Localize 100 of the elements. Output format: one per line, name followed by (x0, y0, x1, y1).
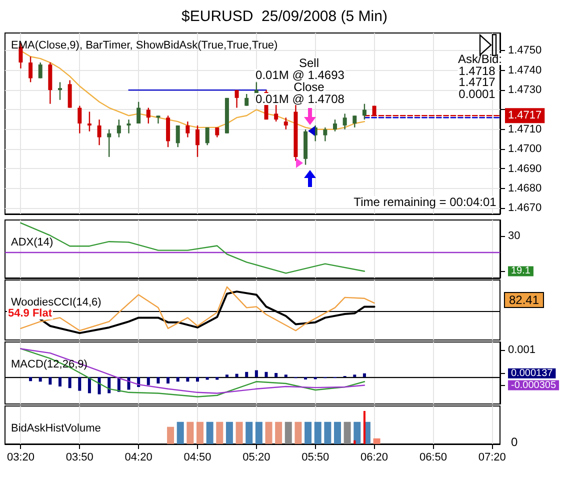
annotation: Close (292, 80, 326, 94)
candlestick (284, 117, 288, 130)
y-tick-label: 0.001 (508, 344, 536, 356)
text: WoodiesCCI(14,6) (11, 296, 102, 308)
x-tick-label: 04:20 (124, 452, 152, 464)
candlestick (196, 124, 200, 158)
y-tick-label: 19.1 (511, 266, 531, 277)
bar (196, 377, 199, 382)
y-tick-label: 1.4700 (508, 143, 542, 156)
bar (176, 377, 180, 382)
annotation: Ask/Bid: (456, 52, 504, 66)
bar (186, 422, 194, 444)
bar (216, 377, 219, 380)
bar (235, 374, 238, 378)
bar (284, 374, 288, 378)
bar (354, 440, 356, 444)
candlestick (186, 120, 190, 138)
annotation: Sell (298, 56, 320, 70)
text: 82.41 (504, 292, 544, 308)
candlestick (116, 118, 121, 138)
y-tick-label: 0.000137 (511, 368, 554, 379)
bar (245, 372, 248, 378)
y-tick-label: 1.4710 (508, 123, 542, 136)
candlestick (176, 124, 180, 148)
y-tick-label: 1.4750 (508, 44, 542, 57)
bar (354, 422, 361, 444)
candlestick (58, 82, 62, 100)
bar (48, 377, 52, 385)
candlestick (68, 80, 72, 108)
bar (274, 373, 278, 378)
candlestick (244, 93, 249, 106)
y-tick-label: -0.000305 (511, 380, 556, 391)
text: ADX(14) (11, 236, 54, 248)
x-tick-label: 06:50 (419, 452, 447, 464)
x-tick-label: 04:50 (184, 452, 212, 464)
candlestick (274, 103, 278, 122)
candlestick (38, 62, 42, 79)
annotation: Time remaining = 00:04:01 (352, 195, 498, 209)
candlestick (87, 111, 92, 132)
bar (88, 377, 91, 394)
bar (264, 372, 268, 378)
bar (334, 422, 341, 444)
bar (255, 422, 262, 444)
bar (304, 422, 312, 444)
text: BidAskHistVolume (11, 422, 101, 434)
annotation: 0.01M @ 1.4708 (254, 92, 346, 106)
bar (146, 377, 150, 386)
bar (78, 377, 82, 391)
bar (176, 422, 184, 444)
x-tick-label: 05:20 (242, 452, 270, 464)
chart-title: $EURUSD 25/09/2008 (5 Min) (182, 8, 388, 25)
y-tick-label: 1.4690 (508, 162, 542, 175)
candlestick (362, 103, 366, 120)
candlestick (323, 126, 328, 142)
bar (196, 422, 204, 444)
annotation: 0.0001 (458, 87, 496, 101)
candlestick (136, 101, 141, 124)
bar (216, 422, 224, 444)
y-tick-label: 1.4670 (508, 202, 542, 214)
bar (284, 422, 292, 444)
candlestick (107, 128, 112, 158)
candlestick (333, 118, 337, 132)
bar (206, 422, 214, 444)
annotation: 54.9 Flat (6, 308, 54, 320)
data-label: 1.4717 (508, 110, 542, 122)
x-tick-label: 06:20 (360, 452, 388, 464)
bar (254, 370, 258, 378)
bar (156, 377, 160, 384)
x-tick-label: 03:20 (6, 452, 34, 464)
bar (362, 373, 366, 378)
y-tick-label: 1.4740 (508, 64, 542, 76)
candlestick (126, 118, 131, 134)
bar (186, 377, 190, 382)
y-tick-label: 30 (508, 230, 520, 242)
bar (108, 377, 111, 394)
annotation: 1.4718 (458, 64, 496, 78)
bar (226, 422, 233, 444)
bar (68, 377, 72, 388)
y-tick-label: 1.4680 (508, 182, 542, 194)
annotation: 1.4717 (458, 75, 496, 89)
candlestick (342, 113, 347, 130)
candlestick (156, 115, 160, 124)
x-tick-label: 05:50 (302, 452, 330, 464)
y-tick-label: 1.4730 (508, 84, 542, 96)
candlestick (234, 89, 239, 108)
candlestick (28, 56, 33, 83)
annotation: 0.01M @ 1.4693 (254, 68, 346, 82)
candlestick (166, 115, 170, 148)
bar (236, 422, 243, 444)
bar (265, 422, 272, 444)
x-tick-label: 07:20 (478, 452, 506, 464)
bar (58, 377, 62, 386)
bar (38, 377, 42, 382)
bar (98, 377, 101, 394)
bar (344, 422, 351, 444)
candlestick (352, 115, 357, 128)
bar (225, 374, 228, 378)
candlestick (78, 105, 82, 134)
bar (167, 426, 174, 444)
candlestick (97, 118, 102, 146)
